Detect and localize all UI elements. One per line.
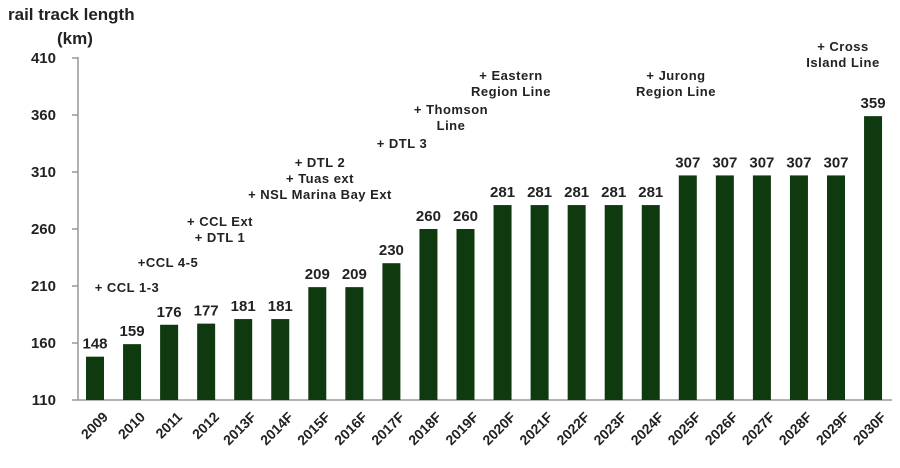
x-tick-label: 2028F	[776, 408, 816, 448]
y-tick-label: 360	[31, 107, 56, 124]
annotation-label: + DTL 3	[377, 136, 428, 151]
data-label: 281	[564, 184, 589, 201]
x-tick-label: 2018F	[405, 408, 445, 448]
bar	[789, 175, 808, 400]
x-tick-label: 2020F	[479, 408, 519, 448]
bar	[160, 324, 179, 400]
bar	[456, 229, 475, 400]
x-tick-label: 2012	[189, 409, 222, 442]
data-label: 181	[268, 298, 293, 315]
bar	[567, 205, 586, 400]
x-tick-label: 2019F	[442, 408, 482, 448]
x-tick-label: 2021F	[516, 408, 556, 448]
data-label: 209	[305, 266, 330, 283]
bar	[493, 205, 512, 400]
annotation-label: + CCL Ext	[187, 214, 253, 229]
annotation-label: + Thomson	[414, 102, 488, 117]
x-tick-label: 2013F	[220, 408, 260, 448]
bar	[86, 356, 104, 400]
data-label: 260	[416, 208, 441, 225]
bar	[827, 175, 845, 400]
annotation-label: + Jurong	[646, 68, 705, 83]
annotation-label: Region Line	[471, 84, 551, 99]
x-tick-label: 2015F	[294, 408, 334, 448]
x-tick-label: 2027F	[739, 408, 779, 448]
annotation-label: + DTL 2	[295, 155, 346, 170]
annotation-label: + DTL 1	[195, 230, 246, 245]
data-label: 260	[453, 208, 478, 225]
bar	[530, 205, 549, 400]
annotation-label: + Cross	[817, 39, 869, 54]
data-label: 307	[749, 154, 774, 171]
bar	[345, 287, 364, 400]
annotation-label: Line	[437, 118, 466, 133]
bar	[752, 175, 771, 400]
x-tick-label: 2025F	[664, 408, 704, 448]
bar	[123, 344, 142, 400]
annotation-label: + Tuas ext	[286, 171, 354, 186]
x-tick-label: 2026F	[702, 408, 742, 448]
bar	[382, 263, 401, 400]
y-tick-label: 260	[31, 221, 56, 238]
x-tick-label: 2022F	[553, 408, 593, 448]
x-tick-label: 2014F	[257, 408, 297, 448]
x-tick-label: 2010	[115, 409, 148, 442]
bar	[271, 319, 290, 400]
x-tick-label: 2017F	[368, 408, 408, 448]
data-label: 159	[120, 323, 145, 340]
x-tick-label: 2024F	[627, 408, 667, 448]
bar	[234, 319, 253, 400]
bar	[419, 229, 438, 400]
bar	[678, 175, 697, 400]
data-label: 176	[157, 304, 182, 321]
x-tick-label: 2011	[152, 409, 185, 442]
bar	[715, 175, 734, 400]
x-tick-label: 2029F	[813, 408, 853, 448]
y-tick-label: 210	[31, 278, 56, 295]
annotation-label: + CCL 1-3	[95, 280, 160, 295]
data-label: 359	[861, 95, 886, 112]
y-tick-label: 410	[31, 50, 56, 67]
annotation-label: Region Line	[636, 84, 716, 99]
data-label: 209	[342, 266, 367, 283]
data-label: 307	[712, 154, 737, 171]
x-tick-label: 2030F	[850, 408, 890, 448]
y-tick-label: 110	[32, 392, 56, 409]
data-label: 281	[638, 184, 663, 201]
x-tick-label: 2016F	[331, 408, 371, 448]
data-label: 148	[82, 336, 107, 353]
bar	[604, 205, 623, 400]
y-tick-label: 310	[31, 164, 56, 181]
bar	[641, 205, 660, 400]
chart-title-line2: (km)	[57, 29, 93, 48]
x-tick-label: 2023F	[590, 408, 630, 448]
data-label: 307	[823, 154, 848, 171]
bar	[864, 116, 883, 400]
data-label: 230	[379, 242, 404, 259]
y-tick-label: 160	[31, 335, 56, 352]
data-label: 181	[231, 298, 256, 315]
annotation-label: + Eastern	[479, 68, 542, 83]
chart-title-line1: rail track length	[8, 5, 135, 24]
bar	[197, 323, 216, 400]
data-label: 281	[527, 184, 552, 201]
data-label: 281	[601, 184, 626, 201]
annotation-label: +CCL 4-5	[138, 255, 198, 270]
data-label: 177	[194, 303, 219, 320]
annotation-label: + NSL Marina Bay Ext	[248, 187, 392, 202]
data-label: 307	[675, 154, 700, 171]
x-tick-label: 2009	[78, 409, 111, 442]
data-label: 307	[786, 154, 811, 171]
bar	[308, 287, 327, 400]
annotation-label: Island Line	[806, 55, 879, 70]
data-label: 281	[490, 184, 515, 201]
